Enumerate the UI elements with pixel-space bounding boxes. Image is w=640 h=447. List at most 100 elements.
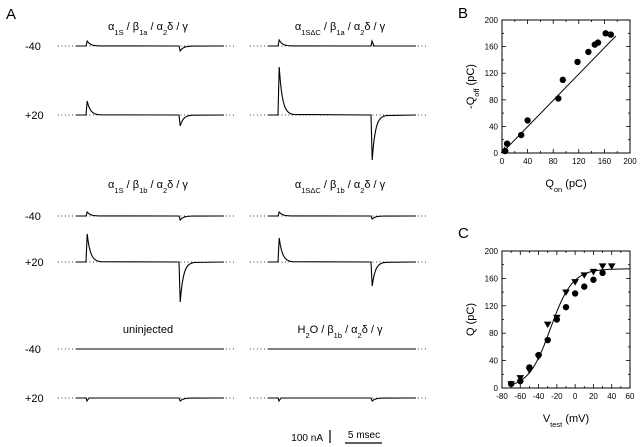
panel-a-traces: α1S / β1a / α2δ / γ α1SΔC / β1a / α2δ / γ… <box>25 21 428 444</box>
condition-title-1: α1S / β1a / α2δ / γ <box>108 21 188 37</box>
subscript-part: test <box>550 420 563 429</box>
x-axis-label: Vtest (mV) <box>543 413 589 429</box>
text-part: / β <box>321 179 337 191</box>
condition-title-5: uninjected <box>123 324 173 336</box>
x-tick-label: 120 <box>572 157 586 166</box>
x-tick-label: -80 <box>496 392 508 401</box>
voltage-label-minus40: -40 <box>25 211 41 223</box>
data-point-triangle <box>589 268 598 276</box>
text-part: / α <box>147 179 163 191</box>
data-point-circle <box>544 336 551 344</box>
y-tick-label: 0 <box>494 384 499 393</box>
text-part: α <box>295 179 302 191</box>
y-tick-label: 120 <box>485 69 499 78</box>
x-tick-label: 40 <box>523 157 532 166</box>
text-part: / α <box>342 324 358 336</box>
data-point-triangle <box>553 314 561 322</box>
text-part: α <box>108 21 115 33</box>
y-axis-label: Q (pC) <box>465 303 477 336</box>
x-tick-label: 20 <box>589 392 598 401</box>
current-trace <box>268 38 416 47</box>
condition-title-2: α1SΔC / β1a / α2δ / γ <box>295 21 386 37</box>
current-trace <box>76 210 225 222</box>
text-part: δ / γ <box>167 179 188 191</box>
data-point-circle <box>594 39 602 46</box>
text-part: / α <box>147 21 163 33</box>
voltage-label-minus40: -40 <box>25 344 41 356</box>
text-part: α <box>295 21 302 33</box>
x-tick-label: -20 <box>551 392 563 401</box>
current-trace <box>76 397 225 403</box>
x-tick-label: 200 <box>623 157 637 166</box>
plot-frame <box>501 250 631 389</box>
data-point-circle <box>607 31 614 38</box>
current-trace <box>268 397 417 403</box>
text-part: / α <box>345 179 361 191</box>
text-part: Q (pC) <box>465 303 477 336</box>
subscript-part: 1b <box>139 186 147 195</box>
y-axis-label: -Qoff (pC) <box>465 64 481 109</box>
data-point-circle <box>562 303 570 311</box>
current-trace <box>76 39 225 53</box>
subscript-part: 2 <box>163 186 167 195</box>
x-tick-label: 80 <box>549 157 558 166</box>
text-part: Q <box>545 178 554 190</box>
data-point-circle <box>581 283 588 290</box>
data-point-triangle <box>598 263 607 270</box>
x-tick-label: 60 <box>626 392 635 401</box>
data-point-triangle <box>525 367 534 374</box>
text-part: α <box>108 179 115 191</box>
subscript-part: 1b <box>334 331 342 340</box>
y-tick-label: 160 <box>485 43 499 52</box>
text-part: / β <box>124 179 140 191</box>
data-point-circle <box>503 140 511 147</box>
y-tick-label: 160 <box>485 274 499 283</box>
subscript-part: 2 <box>360 186 364 195</box>
data-point-triangle <box>607 263 616 270</box>
subscript-part: 1SΔC <box>301 28 321 37</box>
subscript-part: 1a <box>336 28 345 37</box>
subscript-part: 1SΔC <box>301 186 321 195</box>
voltage-label-plus20: +20 <box>25 393 44 405</box>
data-point-circle <box>590 276 597 283</box>
subscript-part: 1b <box>336 186 344 195</box>
panel-c-charge-voltage-plot: -80 -60 -40 -20 0 20 40 60 0 40 80 120 160 200 Vtest (… <box>465 247 635 429</box>
x-tick-label: 160 <box>598 157 612 166</box>
y-tick-label: 80 <box>489 329 498 338</box>
condition-title-3: α1S / β1b / α2δ / γ <box>108 179 188 195</box>
text-part: V <box>543 413 551 425</box>
data-point-circle <box>599 269 606 277</box>
condition-title-6: H2O / β1b / α2δ / γ <box>297 324 383 340</box>
text-part: -Q <box>465 96 477 109</box>
text-part: δ / γ <box>362 324 383 336</box>
voltage-label-plus20: +20 <box>25 257 44 269</box>
y-tick-label: 80 <box>489 96 498 105</box>
panel-letter-a: A <box>6 6 16 23</box>
subscript-part: on <box>554 185 562 194</box>
data-point-triangle <box>507 381 515 388</box>
data-point-circle <box>602 30 609 37</box>
data-point-triangle <box>580 272 589 279</box>
x-tick-label: 0 <box>573 392 578 401</box>
data-point-triangle <box>543 321 552 329</box>
text-part: / β <box>321 21 337 33</box>
text-part: δ / γ <box>364 21 385 33</box>
current-trace <box>268 210 417 220</box>
time-scale-label: 5 msec <box>348 430 380 441</box>
panel-letter-b: B <box>458 5 468 22</box>
x-tick-label: 0 <box>500 157 505 166</box>
data-point-circle <box>559 76 566 84</box>
data-point-circle <box>524 117 531 124</box>
current-scale-label: 100 nA <box>291 433 323 444</box>
y-tick-label: 120 <box>485 302 499 311</box>
voltage-label-minus40: -40 <box>25 41 41 53</box>
data-point-circle <box>571 290 579 297</box>
data-point-circle <box>518 131 525 139</box>
data-point-triangle <box>500 146 509 153</box>
x-tick-label: -60 <box>515 392 527 401</box>
subscript-part: 2 <box>305 331 309 340</box>
x-tick-label: 40 <box>607 392 616 401</box>
text-part: O / β <box>310 324 334 336</box>
